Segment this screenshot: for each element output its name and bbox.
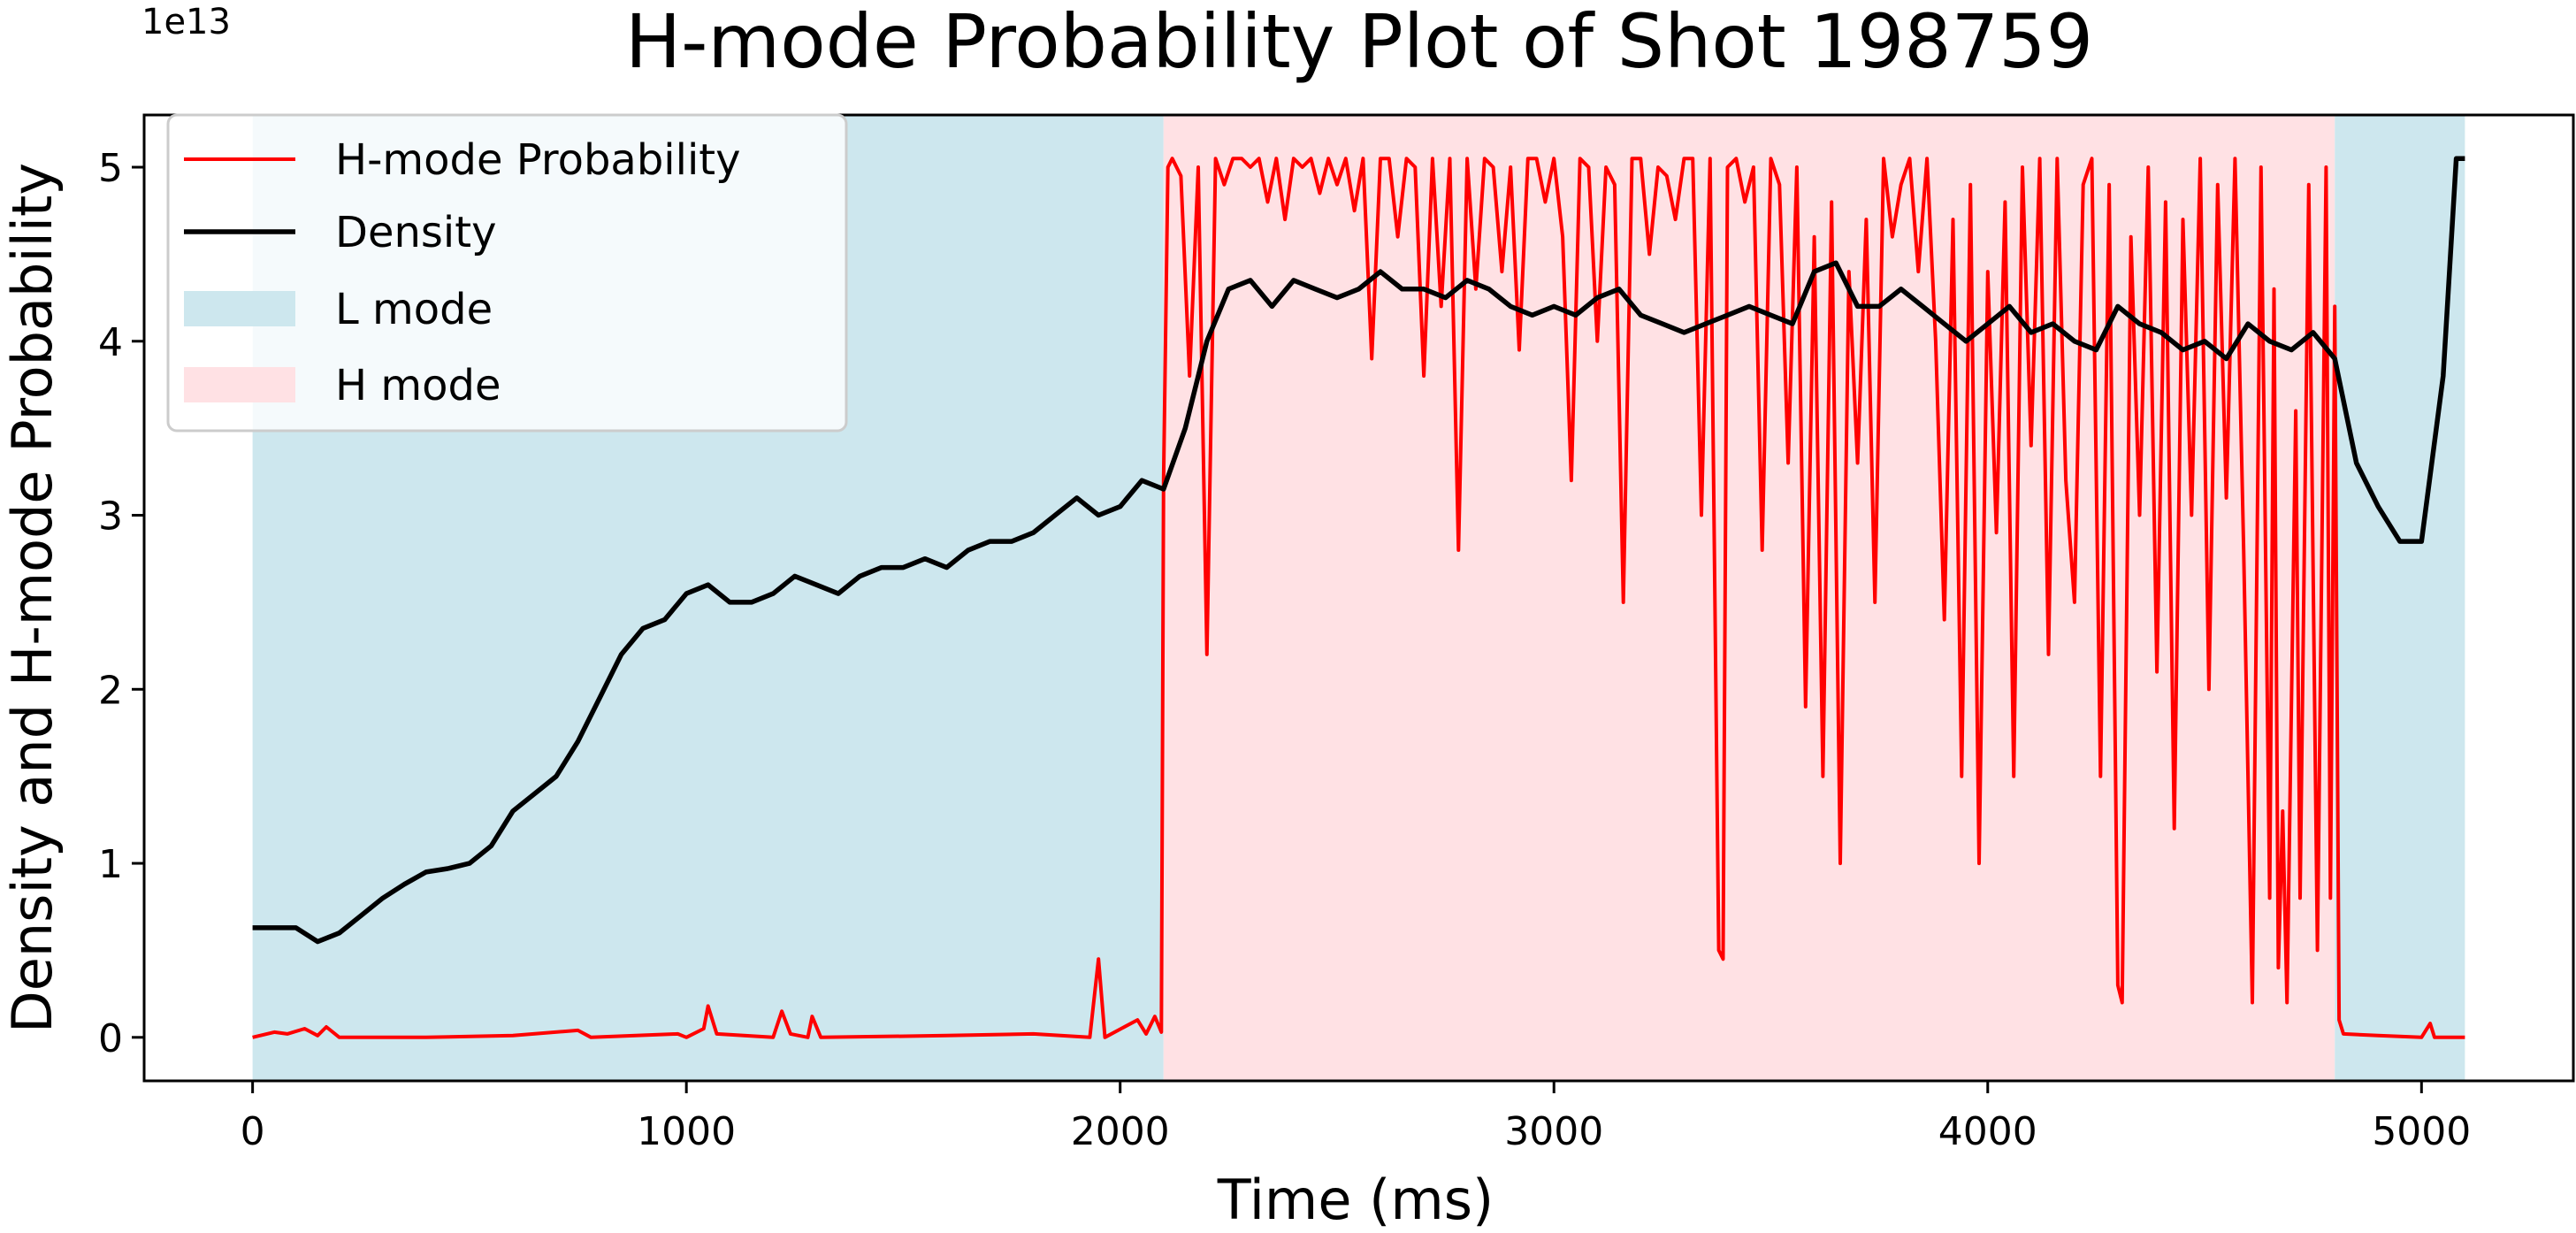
legend-label: H-mode Probability [335,135,741,185]
chart-title: H-mode Probability Plot of Shot 198759 [625,0,2093,85]
legend-label: H mode [335,361,501,410]
x-tick-label: 3000 [1504,1109,1603,1154]
x-tick-label: 1000 [637,1109,736,1154]
y-tick-label: 2 [98,668,123,713]
y-offset-label: 1e13 [141,2,231,42]
x-axis-label: Time (ms) [1217,1168,1494,1232]
y-tick-label: 5 [98,146,123,191]
axes-frame [142,113,2575,1083]
series-h-mode-probability [252,157,2465,1039]
legend-box [166,113,848,433]
x-tick-label: 4000 [1938,1109,2037,1154]
x-tick-label: 5000 [2372,1109,2471,1154]
y-tick-label: 4 [98,320,123,365]
legend-label: Density [335,208,496,257]
y-tick-label: 1 [98,842,123,887]
region-h-mode [1163,115,2335,1081]
y-tick-label: 3 [98,494,123,540]
legend-handle-patch [184,291,295,326]
legend-label: L mode [335,285,493,334]
legend: H-mode Probability Density L mode H mode [166,113,848,433]
series-density [252,156,2465,945]
x-tick-label: 0 [241,1109,265,1154]
region-l-mode [2335,115,2465,1081]
legend-handle-patch [184,367,295,402]
y-axis-label: Density and H-mode Probability [0,163,65,1033]
x-tick-label: 2000 [1071,1109,1170,1154]
y-tick-label: 0 [98,1016,123,1061]
